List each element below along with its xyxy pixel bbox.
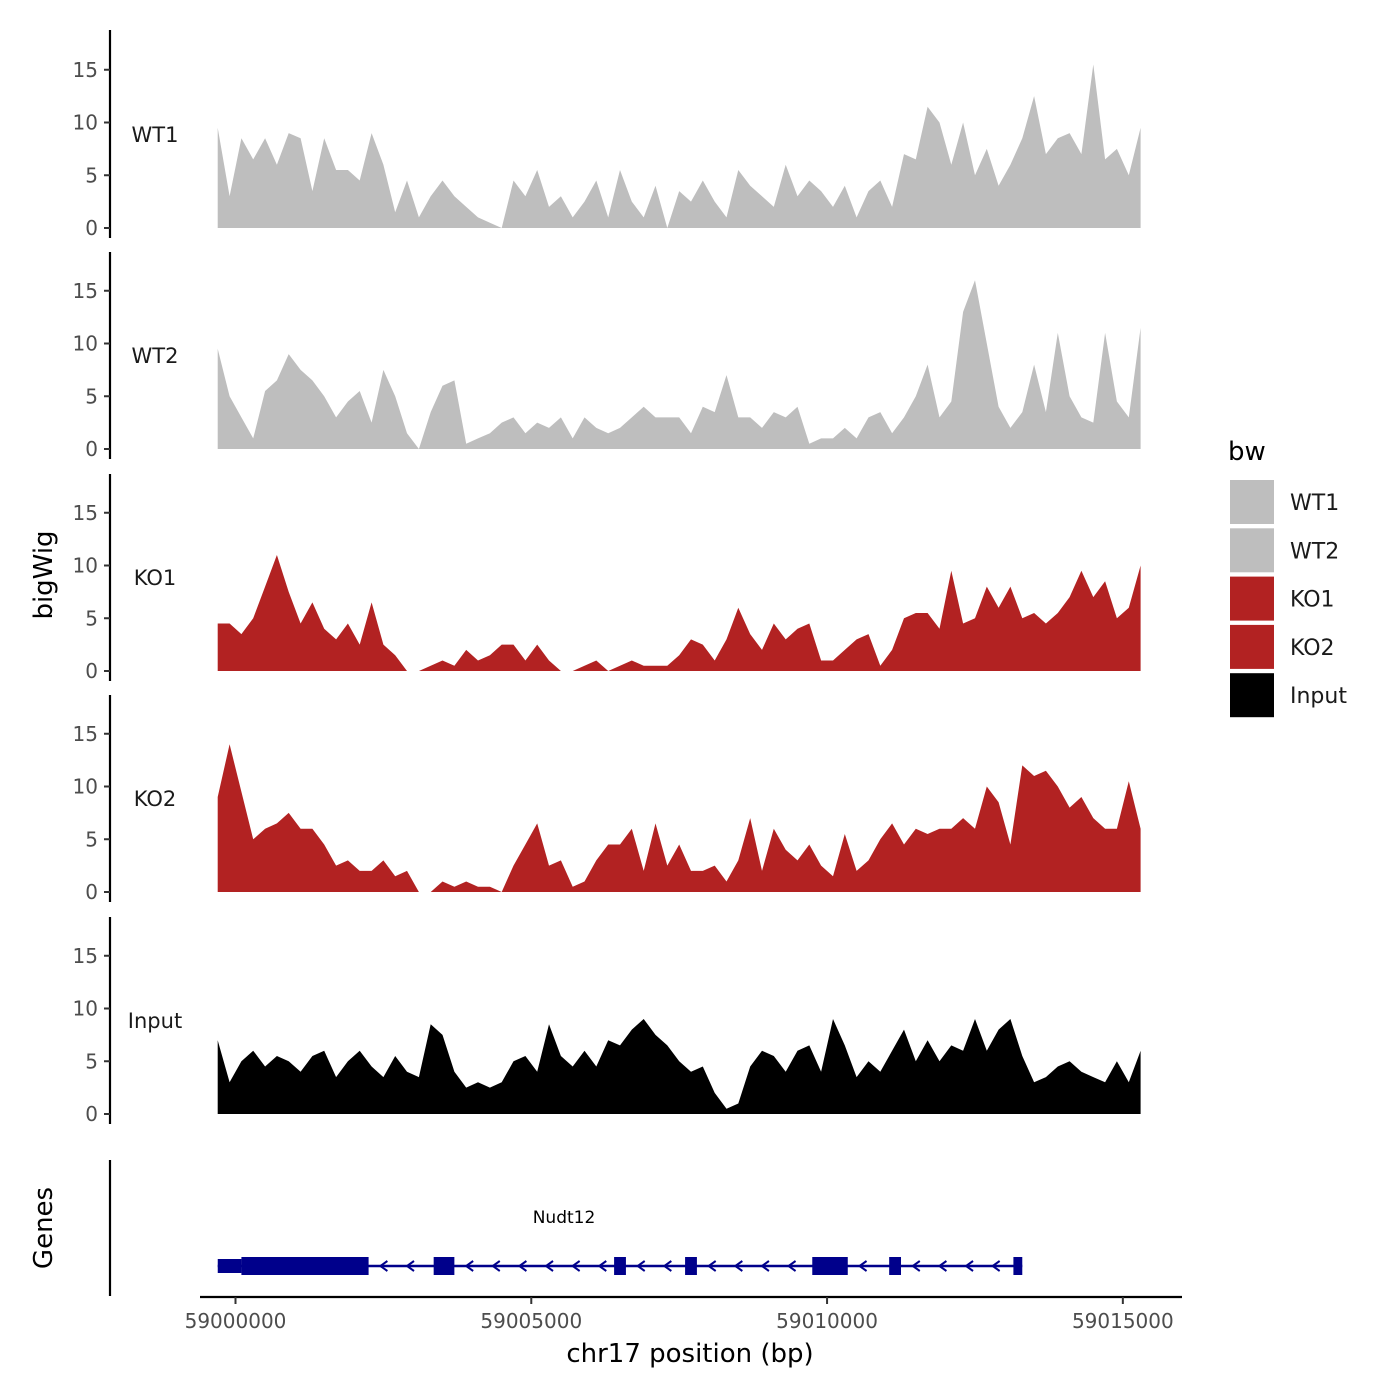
strand-chevron bbox=[635, 1260, 646, 1272]
area-ko1 bbox=[217, 555, 1141, 671]
gene-exon-4 bbox=[685, 1257, 697, 1275]
legend-title: bw bbox=[1228, 437, 1266, 467]
track-label-ko2: KO2 bbox=[134, 787, 177, 811]
y-tick-label-ko2-0: 0 bbox=[85, 880, 98, 904]
legend-label-wt1: WT1 bbox=[1290, 491, 1339, 516]
legend-swatch-ko2 bbox=[1230, 624, 1274, 669]
y-tick-label-ko1-15: 15 bbox=[73, 501, 98, 525]
x-tick-label-59015000: 59015000 bbox=[1072, 1309, 1174, 1333]
y-tick-label-wt1-10: 10 bbox=[73, 111, 98, 135]
y-tick-label-wt1-15: 15 bbox=[73, 58, 98, 82]
strand-chevron bbox=[911, 1260, 921, 1272]
y-tick-label-wt2-0: 0 bbox=[85, 437, 98, 461]
legend: bw WT1 WT2 KO1 KO2 Input bbox=[1228, 437, 1347, 718]
gene-exon-5 bbox=[812, 1257, 848, 1275]
y-tick-label-wt2-5: 5 bbox=[85, 384, 98, 408]
gene-track: Nudt12 bbox=[108, 1160, 1023, 1296]
track-wt1: 0 5 10 15 WT1 bbox=[73, 30, 1141, 240]
legend-label-wt2: WT2 bbox=[1290, 539, 1339, 564]
genes-track-title: Genes bbox=[29, 1187, 59, 1269]
legend-swatch-wt1 bbox=[1230, 480, 1274, 524]
gene-exon-0 bbox=[217, 1259, 242, 1273]
strand-chevron bbox=[990, 1260, 1001, 1272]
y-tick-label-ko1-0: 0 bbox=[85, 659, 98, 683]
y-tick-label-wt2-15: 15 bbox=[73, 279, 98, 303]
area-wt2 bbox=[217, 280, 1141, 449]
legend-label-input: Input bbox=[1290, 684, 1347, 709]
x-axis-title: chr17 position (bp) bbox=[566, 1339, 813, 1369]
strand-chevron bbox=[786, 1260, 797, 1272]
strand-chevron bbox=[706, 1260, 717, 1272]
track-label-ko1: KO1 bbox=[134, 566, 177, 590]
strand-chevron bbox=[597, 1260, 607, 1272]
gene-exon-2 bbox=[433, 1257, 455, 1275]
gene-exon-7 bbox=[1013, 1257, 1023, 1275]
gene-name-label: Nudt12 bbox=[533, 1208, 596, 1228]
strand-chevron bbox=[570, 1260, 581, 1272]
strand-chevron bbox=[405, 1260, 415, 1272]
x-tick-label-59000000: 59000000 bbox=[185, 1309, 287, 1333]
track-wt2: 0 5 10 15 WT2 bbox=[73, 252, 1141, 461]
strand-chevron bbox=[662, 1260, 672, 1272]
strand-chevron bbox=[544, 1260, 554, 1272]
y-tick-label-ko1-10: 10 bbox=[73, 554, 98, 578]
strand-chevron bbox=[464, 1260, 474, 1272]
area-input bbox=[217, 1019, 1141, 1114]
track-ko1: 0 5 10 15 KO1 bbox=[73, 474, 1141, 683]
legend-swatch-ko1 bbox=[1230, 576, 1274, 621]
y-tick-label-input-5: 5 bbox=[85, 1049, 98, 1073]
y-tick-label-input-10: 10 bbox=[73, 997, 98, 1021]
track-input: 0 5 10 15 Input bbox=[73, 917, 1141, 1126]
strand-chevron bbox=[760, 1260, 770, 1272]
bigwig-tracks: 0 5 10 15 WT1 0 5 10 15 WT2 0 5 10 15 KO1 0 5 10 15 KO2 0 5 10… bbox=[73, 30, 1141, 1126]
strand-chevron bbox=[378, 1260, 388, 1272]
track-label-wt1: WT1 bbox=[132, 123, 179, 147]
legend-swatch-wt2 bbox=[1230, 528, 1274, 573]
y-tick-label-ko1-5: 5 bbox=[85, 606, 98, 630]
y-tick-label-ko2-15: 15 bbox=[73, 722, 98, 746]
gene-exon-1 bbox=[241, 1257, 369, 1275]
legend-swatch-input bbox=[1230, 673, 1274, 718]
y-axis-title: bigWig bbox=[29, 530, 59, 619]
x-tick-label-59010000: 59010000 bbox=[776, 1309, 878, 1333]
strand-chevron bbox=[937, 1260, 947, 1272]
x-tick-label-59005000: 59005000 bbox=[480, 1309, 582, 1333]
gene-exon-6 bbox=[889, 1257, 902, 1275]
y-tick-label-ko2-10: 10 bbox=[73, 775, 98, 799]
y-tick-label-wt2-10: 10 bbox=[73, 332, 98, 356]
strand-chevron bbox=[491, 1260, 501, 1272]
y-tick-label-input-0: 0 bbox=[85, 1102, 98, 1126]
track-label-wt2: WT2 bbox=[132, 344, 179, 368]
y-tick-label-input-15: 15 bbox=[73, 944, 98, 968]
strand-chevron bbox=[857, 1260, 868, 1272]
track-ko2: 0 5 10 15 KO2 bbox=[73, 695, 1141, 904]
area-wt1 bbox=[217, 64, 1141, 228]
area-ko2 bbox=[217, 744, 1141, 892]
track-label-input: Input bbox=[128, 1009, 182, 1033]
strand-chevron bbox=[733, 1260, 743, 1272]
y-tick-label-wt1-0: 0 bbox=[85, 216, 98, 240]
legend-label-ko1: KO1 bbox=[1290, 588, 1335, 613]
y-tick-label-wt1-5: 5 bbox=[85, 163, 98, 187]
strand-chevron bbox=[517, 1260, 527, 1272]
gene-exon-3 bbox=[614, 1257, 626, 1275]
x-axis: 59000000 59005000 59010000 59015000 bbox=[185, 1295, 1182, 1333]
strand-chevron bbox=[964, 1260, 974, 1272]
y-tick-label-ko2-5: 5 bbox=[85, 827, 98, 851]
legend-label-ko2: KO2 bbox=[1290, 636, 1335, 661]
